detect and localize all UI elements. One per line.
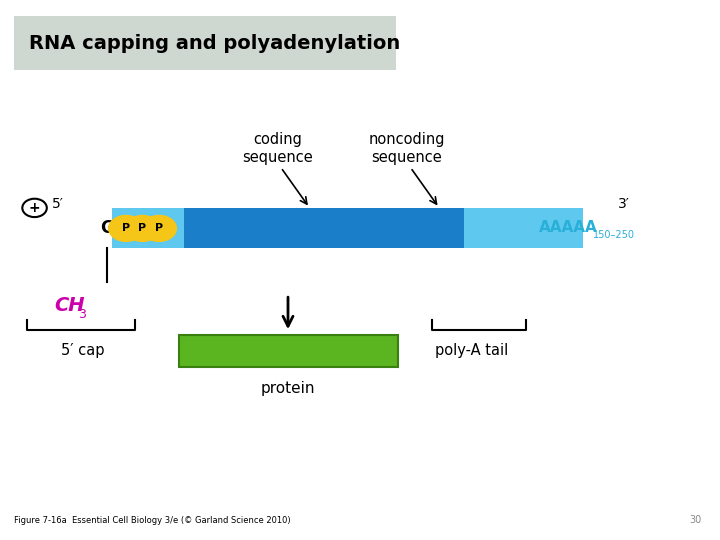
- Text: 3′: 3′: [618, 197, 629, 211]
- Text: coding
sequence: coding sequence: [242, 132, 312, 165]
- Text: +: +: [29, 201, 40, 215]
- Bar: [464, 208, 529, 248]
- Circle shape: [142, 215, 176, 241]
- Text: 150–250: 150–250: [593, 230, 634, 240]
- Text: 3: 3: [78, 308, 86, 321]
- Bar: [112, 208, 583, 248]
- Circle shape: [22, 199, 47, 217]
- Circle shape: [125, 215, 160, 241]
- Text: noncoding
sequence: noncoding sequence: [369, 132, 445, 165]
- Text: CH: CH: [54, 295, 85, 315]
- Text: AAAAA: AAAAA: [539, 220, 598, 235]
- Text: Figure 7-16a  Essential Cell Biology 3/e (© Garland Science 2010): Figure 7-16a Essential Cell Biology 3/e …: [14, 516, 291, 525]
- Text: P: P: [122, 224, 130, 233]
- Text: 5′: 5′: [52, 197, 63, 211]
- Bar: [179, 335, 398, 367]
- Text: 5′ cap: 5′ cap: [61, 343, 104, 358]
- Text: protein: protein: [261, 381, 315, 396]
- Text: poly-A tail: poly-A tail: [435, 343, 508, 358]
- FancyBboxPatch shape: [14, 16, 396, 70]
- Text: G: G: [99, 219, 114, 238]
- Text: P: P: [155, 224, 163, 233]
- Text: RNA capping and polyadenylation: RNA capping and polyadenylation: [29, 33, 400, 53]
- Circle shape: [109, 215, 143, 241]
- Bar: [184, 208, 464, 248]
- Text: 30: 30: [690, 515, 702, 525]
- Text: P: P: [138, 224, 147, 233]
